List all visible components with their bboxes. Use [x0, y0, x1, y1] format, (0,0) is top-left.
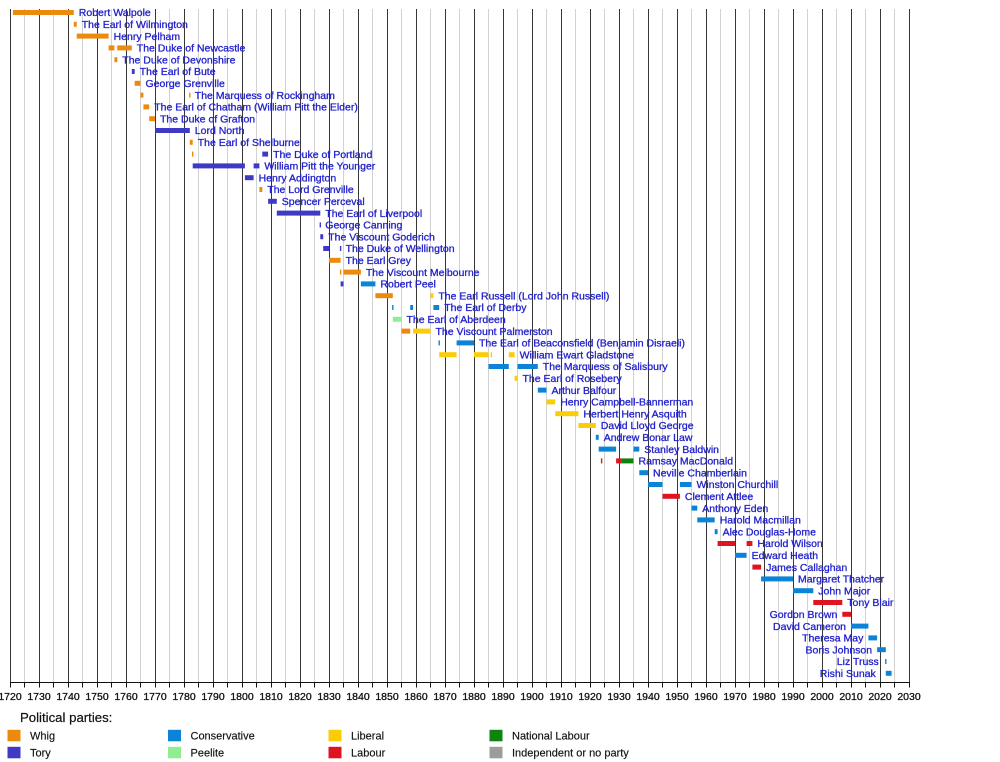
- svg-text:Henry Addington: Henry Addington: [259, 172, 337, 184]
- svg-text:Liberal: Liberal: [351, 731, 384, 743]
- svg-text:Boris Johnson: Boris Johnson: [806, 644, 873, 656]
- svg-text:1740: 1740: [56, 691, 80, 703]
- svg-text:David Lloyd George: David Lloyd George: [601, 420, 694, 432]
- svg-text:Independent or no party: Independent or no party: [512, 748, 629, 760]
- svg-text:1730: 1730: [27, 691, 51, 703]
- svg-text:The Earl of Bute: The Earl of Bute: [140, 66, 216, 78]
- svg-text:The Earl of Beaconsfield (Benj: The Earl of Beaconsfield (Benjamin Disra…: [479, 338, 685, 350]
- svg-text:Tory: Tory: [30, 748, 51, 760]
- svg-text:1980: 1980: [752, 691, 776, 703]
- svg-text:Herbert Henry Asquith: Herbert Henry Asquith: [583, 408, 686, 420]
- svg-text:David Cameron: David Cameron: [773, 621, 846, 633]
- svg-text:Conservative: Conservative: [191, 731, 255, 743]
- svg-text:The Earl of Shelburne: The Earl of Shelburne: [198, 137, 300, 149]
- svg-text:Tony Blair: Tony Blair: [847, 597, 894, 609]
- svg-text:1920: 1920: [578, 691, 602, 703]
- svg-text:Robert Walpole: Robert Walpole: [79, 7, 151, 19]
- svg-text:1830: 1830: [317, 691, 341, 703]
- svg-text:1870: 1870: [433, 691, 457, 703]
- svg-text:The Duke of Devonshire: The Duke of Devonshire: [122, 54, 235, 66]
- svg-text:William Ewart Gladstone: William Ewart Gladstone: [520, 349, 635, 361]
- svg-text:Stanley Baldwin: Stanley Baldwin: [644, 444, 719, 456]
- svg-text:1940: 1940: [636, 691, 660, 703]
- svg-text:The Viscount Melbourne: The Viscount Melbourne: [366, 267, 480, 279]
- svg-text:Robert Peel: Robert Peel: [380, 279, 435, 291]
- svg-text:1750: 1750: [85, 691, 109, 703]
- svg-text:The Earl of Aberdeen: The Earl of Aberdeen: [407, 314, 506, 326]
- svg-text:1800: 1800: [230, 691, 254, 703]
- svg-text:1890: 1890: [491, 691, 515, 703]
- svg-text:The Earl of Wilmington: The Earl of Wilmington: [82, 19, 188, 31]
- svg-text:1900: 1900: [520, 691, 544, 703]
- svg-text:The Lord Grenville: The Lord Grenville: [267, 184, 354, 196]
- svg-text:2030: 2030: [897, 691, 921, 703]
- svg-text:The Viscount Palmerston: The Viscount Palmerston: [436, 326, 553, 338]
- svg-text:The Earl Russell (Lord John Ru: The Earl Russell (Lord John Russell): [438, 290, 609, 302]
- svg-text:1970: 1970: [723, 691, 747, 703]
- svg-text:1760: 1760: [114, 691, 138, 703]
- svg-text:1770: 1770: [143, 691, 167, 703]
- svg-text:Winston Churchill: Winston Churchill: [697, 479, 779, 491]
- svg-text:Arthur Balfour: Arthur Balfour: [552, 385, 617, 397]
- svg-text:The Earl of Derby: The Earl of Derby: [444, 302, 527, 314]
- svg-text:2000: 2000: [810, 691, 834, 703]
- svg-text:1780: 1780: [172, 691, 196, 703]
- svg-text:Rishi Sunak: Rishi Sunak: [820, 668, 877, 680]
- svg-text:Henry Campbell-Bannerman: Henry Campbell-Bannerman: [560, 397, 693, 409]
- svg-text:The Earl of Liverpool: The Earl of Liverpool: [325, 208, 422, 220]
- svg-text:Margaret Thatcher: Margaret Thatcher: [798, 574, 885, 586]
- svg-text:The Earl of Rosebery: The Earl of Rosebery: [523, 373, 623, 385]
- svg-text:1840: 1840: [346, 691, 370, 703]
- svg-text:1850: 1850: [375, 691, 399, 703]
- svg-text:1960: 1960: [694, 691, 718, 703]
- svg-text:George Grenville: George Grenville: [146, 78, 226, 90]
- svg-text:Edward Heath: Edward Heath: [752, 550, 819, 562]
- svg-text:Harold Wilson: Harold Wilson: [757, 538, 823, 550]
- svg-text:The Duke of Portland: The Duke of Portland: [273, 149, 372, 161]
- svg-text:The Duke of Newcastle: The Duke of Newcastle: [137, 43, 246, 55]
- svg-text:Lord North: Lord North: [195, 125, 245, 137]
- svg-text:1880: 1880: [462, 691, 486, 703]
- svg-text:Spencer Perceval: Spencer Perceval: [282, 196, 365, 208]
- svg-text:Theresa May: Theresa May: [802, 633, 864, 645]
- svg-text:1910: 1910: [549, 691, 573, 703]
- svg-text:Labour: Labour: [351, 748, 386, 760]
- svg-text:Liz Truss: Liz Truss: [837, 656, 879, 668]
- svg-text:1720: 1720: [0, 691, 22, 703]
- svg-text:2020: 2020: [868, 691, 892, 703]
- svg-text:1860: 1860: [404, 691, 428, 703]
- svg-text:2010: 2010: [839, 691, 863, 703]
- svg-text:Peelite: Peelite: [191, 748, 225, 760]
- svg-text:The Viscount Goderich: The Viscount Goderich: [328, 231, 435, 243]
- svg-text:George Canning: George Canning: [325, 220, 402, 232]
- svg-text:The Earl Grey: The Earl Grey: [346, 255, 412, 267]
- svg-text:1820: 1820: [288, 691, 312, 703]
- svg-text:1950: 1950: [665, 691, 689, 703]
- svg-text:Henry Pelham: Henry Pelham: [114, 31, 181, 43]
- svg-text:Andrew Bonar Law: Andrew Bonar Law: [604, 432, 693, 444]
- svg-text:1930: 1930: [607, 691, 631, 703]
- svg-text:Political parties:: Political parties:: [20, 710, 112, 725]
- svg-text:The Duke of Wellington: The Duke of Wellington: [346, 243, 455, 255]
- svg-text:1790: 1790: [201, 691, 225, 703]
- svg-text:The Earl of Chatham (William P: The Earl of Chatham (William Pitt the El…: [154, 102, 358, 114]
- svg-text:Whig: Whig: [30, 731, 55, 743]
- svg-text:Gordon Brown: Gordon Brown: [770, 609, 838, 621]
- svg-text:National Labour: National Labour: [512, 731, 590, 743]
- svg-text:John Major: John Major: [818, 585, 870, 597]
- svg-text:The Marquess of Salisbury: The Marquess of Salisbury: [543, 361, 669, 373]
- svg-text:Anthony Eden: Anthony Eden: [702, 503, 768, 515]
- svg-text:Clement Attlee: Clement Attlee: [685, 491, 753, 503]
- svg-text:The Marquess of Rockingham: The Marquess of Rockingham: [195, 90, 335, 102]
- svg-text:Ramsay MacDonald: Ramsay MacDonald: [639, 456, 734, 468]
- svg-text:The Duke of Grafton: The Duke of Grafton: [160, 113, 255, 125]
- svg-text:James Callaghan: James Callaghan: [766, 562, 847, 574]
- svg-text:Harold Macmillan: Harold Macmillan: [720, 515, 801, 527]
- svg-text:1990: 1990: [781, 691, 805, 703]
- svg-text:William Pitt the Younger: William Pitt the Younger: [264, 161, 375, 173]
- svg-text:Neville Chamberlain: Neville Chamberlain: [653, 467, 747, 479]
- svg-text:1810: 1810: [259, 691, 283, 703]
- svg-text:Alec Douglas-Home: Alec Douglas-Home: [723, 526, 817, 538]
